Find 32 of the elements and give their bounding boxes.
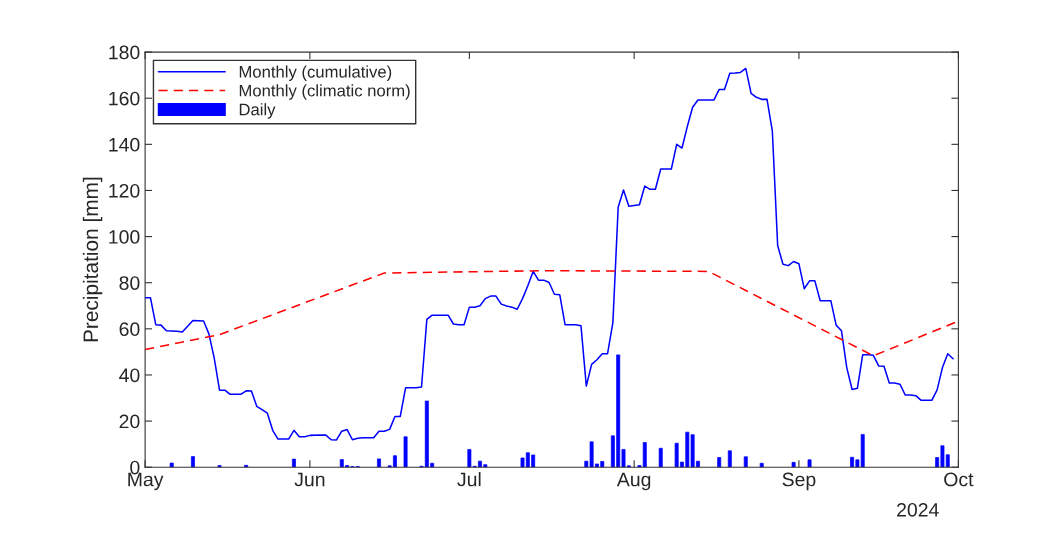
bar xyxy=(807,459,812,468)
y-tick-label: 120 xyxy=(109,183,140,198)
x-tick-label: Jul xyxy=(457,472,481,487)
bar xyxy=(292,458,296,468)
y-tick-label: 100 xyxy=(109,230,140,244)
line-series xyxy=(145,67,954,441)
y-tick-label: 20 xyxy=(119,414,140,429)
y-tick-label: 60 xyxy=(119,322,140,337)
legend-label: Daily xyxy=(239,103,276,119)
bar xyxy=(791,462,796,468)
bar xyxy=(759,462,764,468)
y-tick-label: 80 xyxy=(119,276,140,290)
y-tick-label: 160 xyxy=(109,91,140,106)
legend-label: Monthly (cumulative) xyxy=(239,65,392,81)
y-tick-label: 140 xyxy=(109,137,140,152)
bar xyxy=(403,436,408,468)
x-tick-label: Oct xyxy=(944,472,974,487)
legend-label: Monthly (climatic norm) xyxy=(239,84,410,100)
bar xyxy=(743,456,748,468)
bar xyxy=(169,462,174,468)
bar xyxy=(717,457,722,468)
x-tick-label: Sep xyxy=(782,472,816,491)
x-tick-label: Jun xyxy=(294,472,325,487)
text: 2024 xyxy=(897,502,939,517)
bar xyxy=(658,447,663,468)
x-tick-label: Aug xyxy=(616,472,651,491)
bar xyxy=(191,456,195,468)
y-tick-label: 40 xyxy=(119,368,140,383)
y-tick-label: 180 xyxy=(109,45,140,60)
y-axis-title: Precipitation [mm] xyxy=(82,177,103,342)
bar xyxy=(377,458,381,468)
bar xyxy=(727,450,732,468)
